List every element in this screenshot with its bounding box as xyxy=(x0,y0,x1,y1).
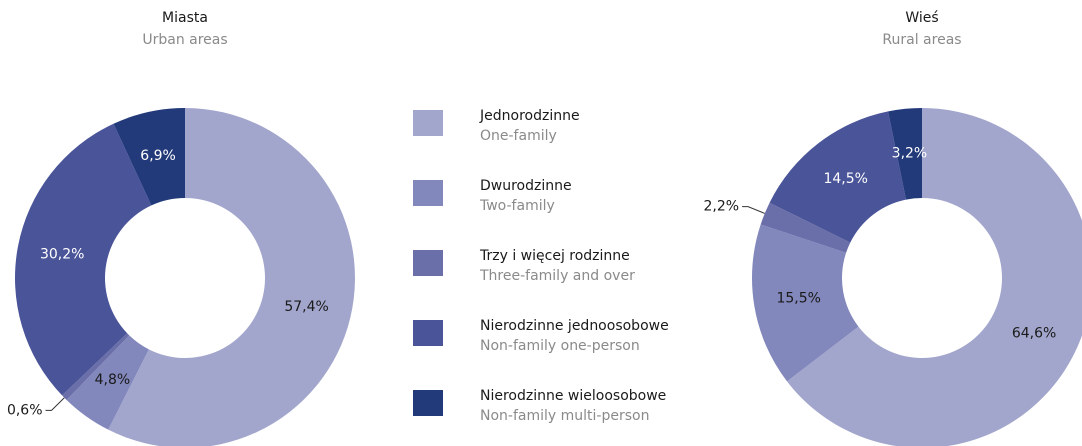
donut-segment xyxy=(760,202,851,253)
data-label: 30,2% xyxy=(40,247,84,263)
legend-label: Nierodzinne jednoosobowe xyxy=(480,318,669,334)
data-label: 3,2% xyxy=(892,146,928,162)
legend-sublabel: Three-family and over xyxy=(479,268,635,284)
chart-subtitle: Rural areas xyxy=(882,32,961,48)
legend-swatch xyxy=(413,180,443,206)
data-label: 4,8% xyxy=(95,372,131,388)
legend-sublabel: Two-family xyxy=(479,198,555,214)
chart-title: Wieś xyxy=(905,10,938,26)
donut-segment xyxy=(769,111,907,243)
data-label: 64,6% xyxy=(1012,325,1056,341)
donut-segment xyxy=(888,108,922,200)
legend-swatch xyxy=(413,250,443,276)
legend-swatch xyxy=(413,110,443,136)
legend-label: Nierodzinne wieloosobowe xyxy=(480,388,666,404)
leader-line xyxy=(45,397,65,411)
donut-segment xyxy=(787,108,1082,446)
chart-title: Miasta xyxy=(162,10,208,26)
legend-swatch xyxy=(413,390,443,416)
chart-subtitle: Urban areas xyxy=(142,32,227,48)
data-label: 14,5% xyxy=(823,171,867,187)
legend-swatch xyxy=(413,320,443,346)
donut-segment xyxy=(66,335,149,430)
data-label: 6,9% xyxy=(140,148,176,164)
legend-sublabel: One-family xyxy=(480,128,557,144)
donut-segment xyxy=(108,108,355,446)
data-label: 0,6% xyxy=(7,402,43,418)
donut-segment xyxy=(62,333,130,400)
data-label: 2,2% xyxy=(704,199,740,215)
legend-sublabel: Non-family multi-person xyxy=(480,408,649,424)
donut-segment xyxy=(113,108,185,206)
legend-sublabel: Non-family one-person xyxy=(480,338,640,354)
legend-label: Dwurodzinne xyxy=(480,178,572,194)
donut-segment xyxy=(15,123,152,396)
data-label: 57,4% xyxy=(284,299,328,315)
legend-label: Jednorodzinne xyxy=(479,108,580,124)
data-label: 15,5% xyxy=(776,291,820,307)
legend-label: Trzy i więcej rodzinne xyxy=(479,248,630,264)
leader-line xyxy=(742,206,765,214)
donut-segment xyxy=(752,224,859,382)
